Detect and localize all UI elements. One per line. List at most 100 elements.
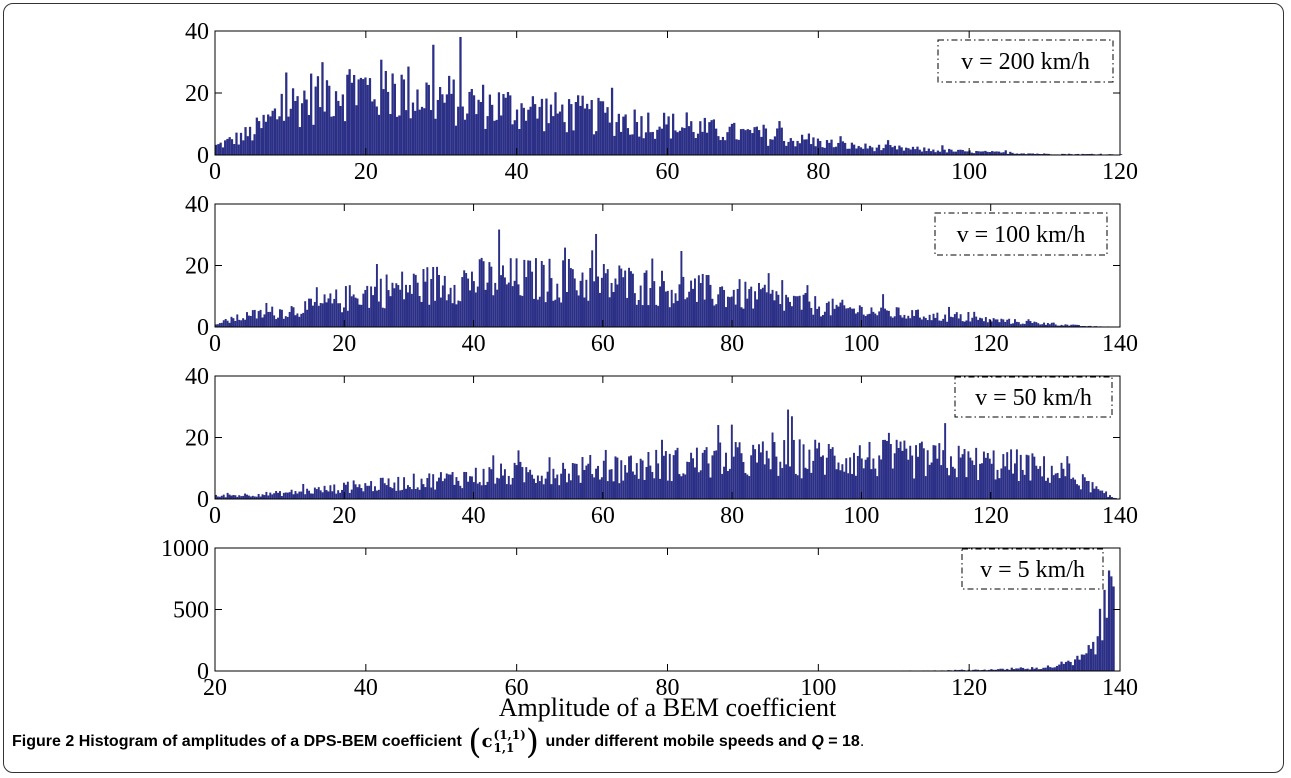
histogram-bar <box>401 489 404 499</box>
histogram-bar <box>1077 485 1080 499</box>
histogram-bar <box>354 484 357 499</box>
histogram-bar <box>958 669 961 671</box>
histogram-bar <box>1011 152 1014 155</box>
histogram-bar <box>572 130 575 155</box>
histogram-bar <box>953 314 956 327</box>
histogram-bar <box>945 152 949 155</box>
histogram-bar <box>1019 454 1022 499</box>
histogram-bar <box>335 493 338 499</box>
histogram-bar <box>505 484 508 499</box>
histogram-bar <box>990 321 993 327</box>
histogram-bar <box>924 317 927 327</box>
histogram-bar <box>1021 667 1025 671</box>
histogram-bar <box>215 324 217 327</box>
histogram-bar <box>898 145 901 155</box>
histogram-bar <box>1018 153 1021 155</box>
histogram-bar <box>1101 490 1104 499</box>
histogram-bar <box>379 278 382 327</box>
histogram-bar <box>459 485 462 499</box>
histogram-bar <box>405 110 408 155</box>
histogram-bar <box>310 73 313 155</box>
histogram-bar <box>821 147 824 155</box>
histogram-bar <box>942 318 945 327</box>
histogram-bar <box>777 294 780 327</box>
histogram-bar <box>789 138 792 155</box>
histogram-bar <box>472 281 475 327</box>
histogram-bar <box>1120 154 1123 155</box>
histogram-bar <box>1006 319 1009 327</box>
histogram-bar <box>484 485 487 499</box>
histogram-bar <box>1012 323 1014 327</box>
histogram-bar <box>664 291 667 327</box>
histogram-bar <box>643 272 646 327</box>
histogram-bar <box>697 472 700 499</box>
histogram-bar <box>583 297 586 327</box>
histogram-bar <box>240 320 243 327</box>
histogram-bar <box>587 463 590 499</box>
histogram-bar <box>426 477 429 499</box>
histogram-bar <box>291 88 295 155</box>
histogram-bar <box>323 111 326 155</box>
histogram-bar <box>304 494 307 499</box>
histogram-bar <box>759 452 762 499</box>
histogram-bar <box>339 105 342 155</box>
histogram-bar <box>667 116 670 155</box>
histogram-bar <box>531 271 534 327</box>
histogram-bar <box>509 258 512 327</box>
histogram-bar <box>544 302 547 327</box>
histogram-bar <box>1027 455 1030 499</box>
histogram-bar <box>816 308 819 327</box>
histogram-bar <box>726 132 729 155</box>
histogram-bar <box>907 315 910 327</box>
histogram-bar <box>285 72 288 155</box>
histogram-bar <box>1054 473 1057 499</box>
histogram-bar <box>899 441 902 499</box>
histogram-bar <box>626 128 630 155</box>
histogram-bar <box>913 478 916 499</box>
histogram-bar <box>251 140 254 155</box>
histogram-bar <box>1074 324 1077 327</box>
histogram-bar <box>474 467 477 499</box>
histogram-bar <box>622 480 625 499</box>
histogram-bar <box>302 483 305 499</box>
histogram-bar <box>242 318 245 327</box>
histogram-bar <box>560 473 563 499</box>
histogram-bar <box>342 482 345 499</box>
histogram-bar <box>328 85 331 155</box>
histogram-bar <box>253 309 256 327</box>
histogram-bar <box>459 301 462 327</box>
histogram-bar <box>502 94 505 155</box>
histogram-bar <box>366 485 369 499</box>
histogram-bar <box>1068 463 1071 499</box>
histogram-bar <box>917 456 919 499</box>
histogram-bar <box>833 308 836 327</box>
histogram-bar <box>884 439 886 499</box>
histogram-bar <box>305 99 308 155</box>
histogram-bar <box>1099 490 1102 499</box>
histogram-bar <box>1034 153 1037 155</box>
histogram-bar <box>812 460 815 499</box>
histogram-bar <box>273 108 277 155</box>
histogram-bar <box>1031 153 1035 155</box>
histogram-bar <box>327 298 330 327</box>
histogram-bar <box>834 146 838 155</box>
histogram-bar <box>459 36 462 155</box>
histogram-bar <box>418 489 421 499</box>
histogram-bar <box>560 302 563 327</box>
histogram-bar <box>895 439 898 499</box>
x-tick-label: 20 <box>332 503 356 529</box>
histogram-bar <box>401 271 404 327</box>
histogram-bar <box>896 149 899 155</box>
histogram-bar <box>443 275 446 327</box>
histogram-bar <box>672 455 675 499</box>
histogram-bar <box>315 489 318 499</box>
histogram-bar <box>371 101 374 155</box>
legend-label: v = 50 km/h <box>975 385 1092 411</box>
histogram-bar <box>950 149 953 155</box>
histogram-bar <box>680 250 683 327</box>
histogram-bar <box>1023 474 1026 499</box>
histogram-panel-3: 0 20 40 60 80 100 120 140 0 20 40 v = 50 km/h <box>185 364 1138 529</box>
histogram-bar <box>407 66 410 155</box>
histogram-bar <box>492 295 495 327</box>
histogram-bar <box>816 448 819 499</box>
